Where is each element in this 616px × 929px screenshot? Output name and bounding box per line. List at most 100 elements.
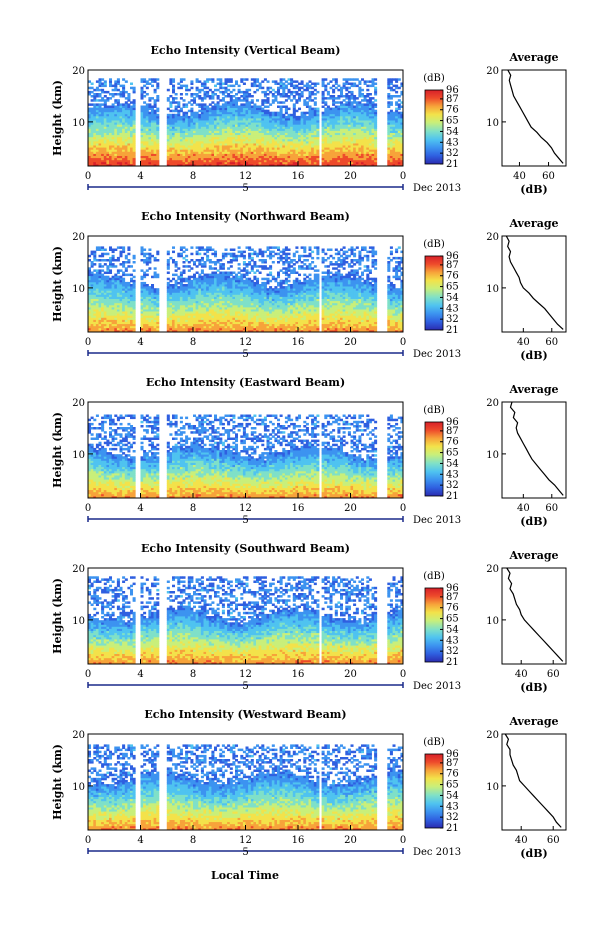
- heatmap-cell: [253, 118, 257, 121]
- heatmap-cell: [203, 124, 207, 127]
- heatmap-cell: [95, 113, 99, 117]
- heatmap-cell: [316, 161, 320, 165]
- heatmap-cell: [242, 151, 246, 154]
- heatmap-cell: [353, 134, 357, 138]
- heatmap-cell: [130, 107, 134, 111]
- heatmap-cell: [101, 157, 105, 161]
- heatmap-cell: [216, 134, 220, 138]
- heatmap-cell: [358, 105, 362, 108]
- heatmap-cell: [340, 155, 344, 159]
- heatmap-cell: [198, 157, 202, 161]
- heatmap-cell: [90, 128, 94, 131]
- heatmap-cell: [190, 141, 194, 144]
- heatmap-cell: [119, 155, 123, 159]
- heatmap-cell: [140, 250, 144, 254]
- average-x-tick-label: 40: [513, 171, 526, 182]
- heatmap-cell: [148, 294, 152, 297]
- heatmap-cell: [174, 284, 178, 287]
- heatmap-cell: [132, 107, 136, 111]
- heatmap-cell: [350, 159, 354, 163]
- heatmap-cell: [277, 141, 281, 144]
- heatmap-cell: [122, 90, 126, 94]
- heatmap-cell: [211, 141, 215, 144]
- heatmap-cell: [337, 155, 341, 159]
- heatmap-cell: [279, 101, 283, 104]
- heatmap-cell: [177, 120, 181, 123]
- heatmap-cell: [363, 107, 367, 111]
- heatmap-cell: [169, 161, 173, 165]
- heatmap-cell: [395, 149, 399, 152]
- heatmap-cell: [271, 120, 275, 123]
- heatmap-cell: [245, 78, 249, 81]
- heatmap-cell: [392, 145, 396, 148]
- heatmap-cell: [140, 327, 144, 331]
- heatmap-cell: [261, 149, 265, 152]
- heatmap-cell: [185, 84, 189, 88]
- heatmap-cell: [321, 155, 325, 159]
- heatmap-cell: [284, 84, 288, 88]
- heatmap-cell: [397, 143, 401, 146]
- heatmap-cell: [240, 138, 244, 142]
- heatmap-cell: [109, 134, 113, 138]
- heatmap-cell: [124, 111, 128, 115]
- heatmap-cell: [300, 130, 304, 133]
- heatmap-cell: [206, 115, 210, 119]
- heatmap-cell: [140, 128, 144, 131]
- heatmap-cell: [284, 107, 288, 111]
- heatmap-cell: [166, 128, 170, 131]
- heatmap-cell: [261, 130, 265, 133]
- heatmap-cell: [101, 161, 105, 165]
- heatmap-cell: [277, 122, 281, 125]
- heatmap-cell: [174, 157, 178, 161]
- heatmap-cell: [114, 309, 118, 312]
- heatmap-cell: [329, 126, 333, 129]
- heatmap-cell: [169, 151, 173, 154]
- heatmap-cell: [271, 147, 275, 150]
- heatmap-cell: [350, 111, 354, 115]
- heatmap-cell: [316, 163, 320, 167]
- heatmap-cell: [345, 159, 349, 163]
- heatmap-cell: [130, 145, 134, 148]
- heatmap-cell: [221, 136, 225, 140]
- heatmap-cell: [253, 153, 257, 156]
- heatmap-cell: [334, 86, 338, 90]
- heatmap-cell: [227, 115, 231, 119]
- heatmap-cell: [332, 118, 336, 121]
- heatmap-cell: [119, 134, 123, 138]
- heatmap-cell: [198, 124, 202, 127]
- heatmap-cell: [193, 126, 197, 129]
- heatmap-cell: [172, 294, 176, 297]
- heatmap-cell: [140, 315, 144, 318]
- heatmap-cell: [119, 141, 123, 144]
- heatmap-cell: [93, 120, 97, 123]
- heatmap-cell: [195, 113, 199, 117]
- heatmap-cell: [200, 128, 204, 131]
- heatmap-cell: [119, 313, 123, 316]
- heatmap-cell: [258, 82, 262, 85]
- heatmap-cell: [182, 319, 186, 322]
- heatmap-cell: [132, 113, 136, 117]
- heatmap-cell: [326, 93, 330, 96]
- heatmap-cell: [363, 80, 367, 83]
- heatmap-cell: [358, 109, 362, 113]
- heatmap-cell: [190, 145, 194, 148]
- heatmap-cell: [216, 78, 220, 81]
- heatmap-cell: [211, 109, 215, 113]
- heatmap-cell: [119, 95, 123, 98]
- heatmap-cell: [103, 145, 107, 148]
- heatmap-cell: [114, 130, 118, 133]
- heatmap-cell: [353, 118, 357, 121]
- heatmap-cell: [316, 155, 320, 159]
- heatmap-cell: [227, 84, 231, 88]
- heatmap-cell: [185, 130, 189, 133]
- heatmap-cell: [324, 161, 328, 165]
- heatmap-cell: [392, 78, 396, 81]
- heatmap-cell: [203, 84, 207, 88]
- heatmap-cell: [200, 130, 204, 133]
- heatmap-cell: [258, 132, 262, 136]
- heatmap-cell: [208, 124, 212, 127]
- heatmap-cell: [143, 157, 147, 161]
- heatmap-cell: [148, 157, 152, 161]
- heatmap-cell: [266, 134, 270, 138]
- heatmap-cell: [111, 315, 115, 318]
